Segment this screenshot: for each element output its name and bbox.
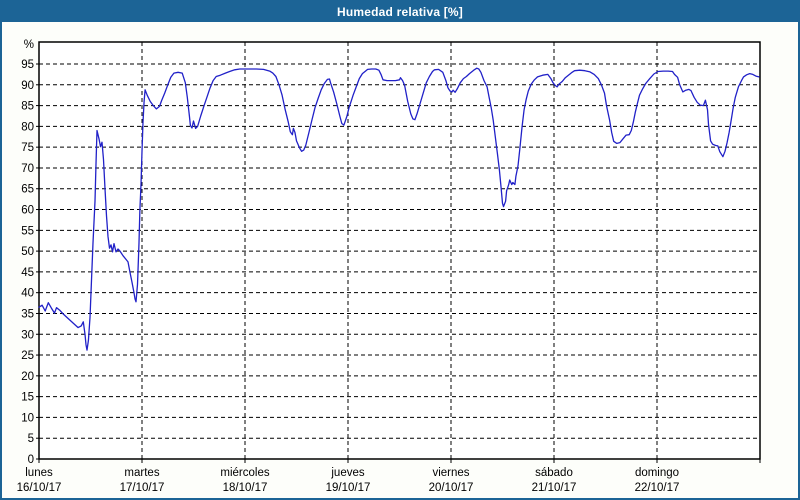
y-tick-label: 30 [21, 329, 34, 341]
day-date-label: 19/10/17 [326, 482, 371, 494]
y-tick-label: 50 [21, 246, 34, 258]
title-bar: Humedad relativa [%] [2, 2, 798, 22]
y-tick-label: 60 [21, 205, 34, 217]
day-date-label: 22/10/17 [635, 482, 680, 494]
y-tick-label: 65 [21, 184, 34, 196]
y-tick-label: 10 [21, 412, 34, 424]
y-tick-label: 90 [21, 80, 34, 92]
y-tick-label: 35 [21, 308, 34, 320]
y-tick-label: 80 [21, 121, 34, 133]
humidity-series-line [38, 67, 760, 351]
y-tick-label: 5 [28, 433, 34, 445]
y-tick-label: 70 [21, 163, 34, 175]
y-tick-label: 95 [21, 59, 34, 71]
day-date-label: 17/10/17 [120, 482, 165, 494]
y-tick-label: 20 [21, 371, 34, 383]
plot-border [38, 41, 761, 460]
day-name-label: miércoles [220, 467, 269, 479]
day-name-label: viernes [432, 467, 469, 479]
day-date-label: 20/10/17 [429, 482, 474, 494]
y-axis-unit-label: % [24, 39, 34, 51]
plot-background [39, 42, 760, 459]
y-tick-label: 15 [21, 392, 34, 404]
day-date-label: 16/10/17 [17, 482, 62, 494]
y-tick-label: 45 [21, 267, 34, 279]
day-name-label: domingo [635, 467, 679, 479]
day-name-label: lunes [25, 467, 53, 479]
day-date-label: 18/10/17 [223, 482, 268, 494]
chart-area: 0 5 10 15 20 25 30 35 40 45 50 55 60 65 70 75 80 85 90 95% l… [2, 22, 798, 498]
window-title: Humedad relativa [%] [336, 5, 464, 19]
day-name-label: martes [124, 467, 159, 479]
day-date-label: 21/10/17 [532, 482, 577, 494]
y-tick-label: 75 [21, 142, 34, 154]
humidity-line-chart: 0 5 10 15 20 25 30 35 40 45 50 55 60 65 70 75 80 85 90 95% l… [17, 39, 761, 494]
y-tick-label: 0 [28, 454, 34, 466]
day-name-label: jueves [330, 467, 364, 479]
y-tick-label: 40 [21, 288, 34, 300]
y-tick-label: 85 [21, 101, 34, 113]
y-tick-label: 25 [21, 350, 34, 362]
day-name-label: sábado [535, 467, 573, 479]
y-tick-label: 55 [21, 225, 34, 237]
